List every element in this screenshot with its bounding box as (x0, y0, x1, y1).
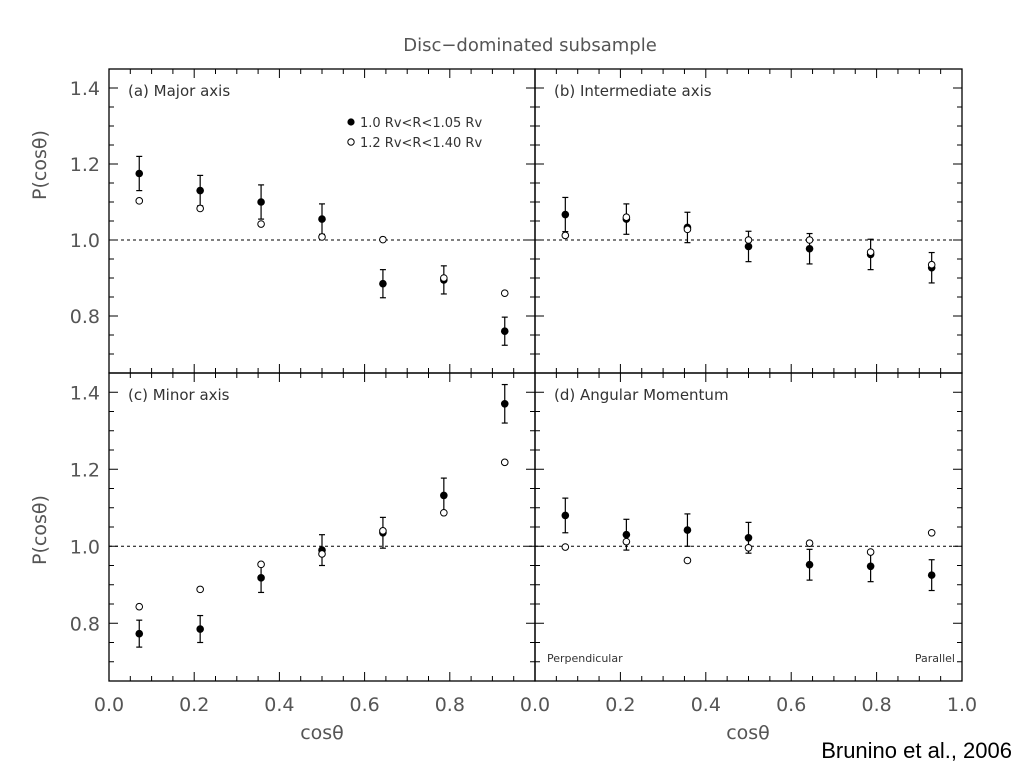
data-point-open (318, 233, 326, 241)
y-tick-label: 1.0 (70, 536, 100, 558)
data-point-open (257, 560, 265, 569)
data-point-open (318, 550, 326, 558)
data-point-open (805, 236, 814, 244)
data-point-filled (440, 491, 448, 500)
y-tick-label: 0.8 (70, 613, 100, 635)
data-point-filled (257, 198, 265, 206)
data-point-filled (196, 625, 204, 633)
data-point-open (866, 548, 875, 556)
data-point-filled (135, 629, 144, 638)
x-tick-label: 0.6 (349, 694, 379, 716)
data-point-open (561, 231, 570, 240)
panel-title: (a) Major axis (128, 82, 230, 100)
data-point-open (561, 543, 570, 551)
legend-label: 1.2 Rv<R<1.40 Rv (360, 136, 482, 151)
data-point-open (500, 289, 509, 298)
data-point-filled (805, 244, 814, 253)
data-point-open (683, 556, 692, 565)
data-point-filled (318, 215, 326, 223)
panels: (a) Major axis (b) Intermediate axis (c) M… (70, 68, 977, 716)
legend-marker-filled (347, 118, 355, 126)
y-tick-label: 1.4 (70, 78, 100, 100)
x-axis-label-right: cosθ (726, 722, 770, 744)
panel-d: (d) Angular Momentum (534, 372, 963, 682)
legend-marker-open (347, 138, 355, 146)
x-tick-label: 0.4 (691, 694, 721, 716)
y-tick-label: 1.2 (70, 154, 100, 176)
data-point-open (744, 543, 753, 552)
panel-c: (c) Minor axis (108, 372, 536, 682)
data-point-open (440, 274, 448, 282)
x-tick-label: 0.8 (435, 694, 465, 716)
x-tick-label: 0.6 (776, 694, 806, 716)
panel-title: (d) Angular Momentum (554, 386, 729, 404)
figure-title: Disc−dominated subsample (403, 35, 657, 56)
x-tick-label: 0.2 (605, 694, 635, 716)
data-point-open (622, 537, 631, 546)
data-point-open (927, 260, 936, 269)
parallel-label: Parallel (915, 652, 955, 665)
x-tick-label: 0.0 (520, 694, 550, 716)
y-axis-label-top: P(cosθ) (29, 130, 51, 200)
data-point-open (196, 585, 204, 594)
data-point-open (805, 539, 814, 547)
y-tick-label: 1.2 (70, 459, 100, 481)
data-point-filled (500, 400, 509, 408)
x-tick-label: 1.0 (947, 694, 977, 716)
panel-frame (108, 372, 536, 682)
data-point-open (683, 225, 692, 234)
data-point-filled (683, 526, 692, 534)
data-point-filled (561, 511, 570, 520)
data-point-filled (744, 242, 753, 251)
panel-a: (a) Major axis (108, 68, 536, 374)
data-point-filled (500, 327, 509, 336)
data-point-open (927, 528, 936, 537)
panel-title: (c) Minor axis (128, 386, 230, 404)
data-point-open (500, 458, 509, 467)
panel-title: (b) Intermediate axis (554, 82, 712, 100)
data-point-open (744, 236, 753, 244)
data-point-open (440, 508, 448, 517)
data-point-open (379, 527, 387, 535)
x-axis-label-left: cosθ (300, 722, 344, 744)
data-point-filled (866, 562, 875, 571)
data-point-filled (135, 169, 144, 178)
data-point-open (622, 213, 631, 221)
data-point-filled (561, 210, 570, 219)
data-point-filled (196, 186, 204, 195)
x-tick-label: 0.4 (264, 694, 294, 716)
data-point-open (379, 235, 387, 244)
x-tick-label: 0.0 (94, 694, 124, 716)
x-tick-label: 0.8 (861, 694, 891, 716)
x-tick-label: 0.2 (179, 694, 209, 716)
data-point-open (866, 248, 875, 256)
y-tick-label: 1.4 (70, 382, 100, 404)
data-point-open (196, 204, 204, 213)
legend-label: 1.0 Rv<R<1.05 Rv (360, 116, 482, 131)
y-tick-label: 1.0 (70, 230, 100, 252)
data-point-filled (257, 574, 265, 582)
credit-text: Brunino et al., 2006 (821, 738, 1012, 763)
panel-frame (534, 68, 963, 374)
data-point-open (135, 602, 144, 611)
data-point-open (135, 197, 144, 205)
data-point-filled (622, 530, 631, 539)
data-point-filled (744, 533, 753, 542)
perpendicular-label: Perpendicular (547, 652, 623, 665)
y-tick-label: 0.8 (70, 306, 100, 328)
data-point-filled (379, 279, 387, 288)
data-point-filled (927, 571, 936, 579)
data-point-filled (805, 560, 814, 569)
data-point-open (257, 220, 265, 228)
panel-b: (b) Intermediate axis (534, 68, 963, 374)
y-axis-label-bottom: P(cosθ) (29, 495, 51, 565)
